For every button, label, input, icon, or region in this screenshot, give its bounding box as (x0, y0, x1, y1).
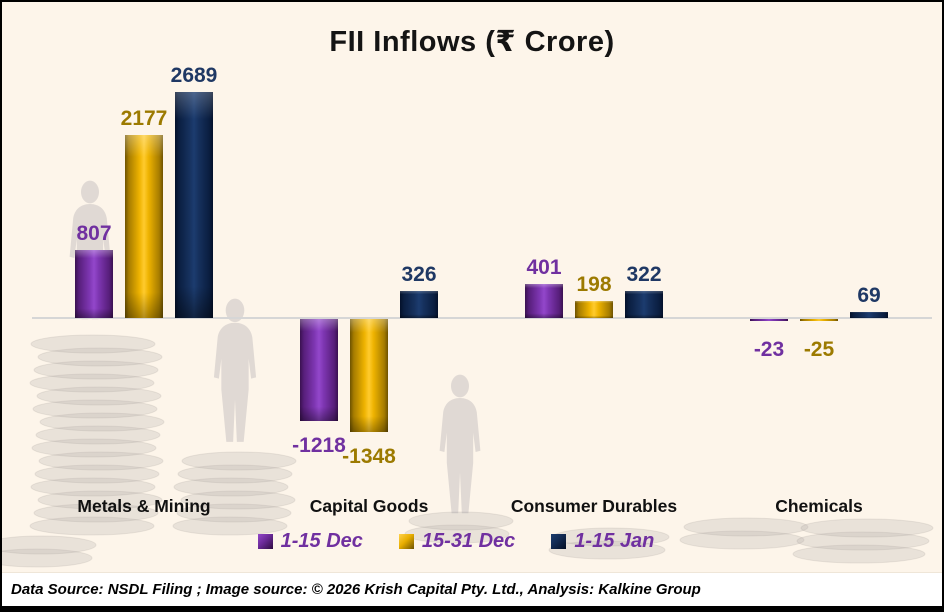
x-axis-zero-line (32, 317, 932, 319)
bar (175, 92, 213, 318)
category-label: Consumer Durables (510, 496, 678, 516)
bar-value-label: 401 (526, 256, 562, 279)
bar (525, 284, 563, 318)
footer-credit-text: Data Source: NSDL Filing ; Image source:… (11, 581, 701, 598)
bar-value-label: 326 (401, 263, 437, 286)
bar-value-label: 2689 (170, 64, 218, 87)
bar-value-label: 198 (576, 273, 612, 296)
bar (350, 319, 388, 432)
category-label: Chemicals (775, 496, 863, 516)
bar (400, 291, 438, 318)
legend-label: 1-15 Dec (280, 530, 363, 552)
legend-label: 15-31 Dec (421, 530, 516, 552)
category-label: Capital Goods (309, 496, 429, 516)
legend-item: 15-31 Dec (398, 530, 516, 553)
bar (300, 319, 338, 421)
legend-item: 1-15 Jan (551, 530, 654, 553)
bar-value-label: -1218 (292, 434, 346, 457)
legend-item: 1-15 Dec (257, 530, 363, 553)
category-label: Metals & Mining (77, 496, 211, 516)
chart-legend: 1-15 Dec 15-31 Dec 1-15 Jan (2, 530, 926, 553)
bar (750, 319, 788, 321)
bar-value-label: 322 (626, 263, 662, 286)
bar (125, 135, 163, 318)
bar (850, 312, 888, 318)
chart-title: FII Inflows (₹ Crore) (329, 26, 615, 58)
bar-value-label: -1348 (342, 445, 396, 468)
bar-value-label: -23 (753, 338, 785, 361)
footer-bar: Data Source: NSDL Filing ; Image source:… (2, 572, 942, 610)
coin-stacks-illustration (2, 334, 934, 568)
legend-swatch-icon (398, 534, 414, 549)
bar (800, 319, 838, 321)
bar-value-label: 69 (857, 284, 881, 307)
bar-value-label: 807 (76, 222, 112, 245)
bar (625, 291, 663, 318)
legend-swatch-icon (257, 534, 273, 549)
legend-label: 1-15 Jan (574, 530, 655, 552)
legend-swatch-icon (551, 534, 567, 549)
bar (75, 250, 113, 318)
bar-value-label: -25 (803, 338, 835, 361)
bar (575, 301, 613, 318)
bar-value-label: 2177 (120, 107, 168, 130)
